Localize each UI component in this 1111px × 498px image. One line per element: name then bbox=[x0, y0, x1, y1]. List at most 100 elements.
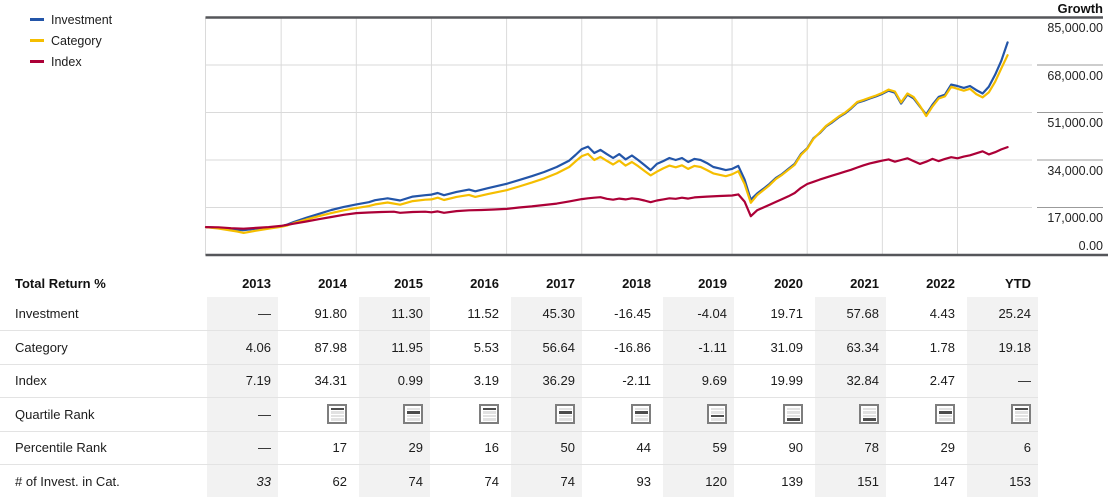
table-cell: 17 bbox=[278, 430, 354, 464]
table-cell: 0.99 bbox=[354, 363, 430, 398]
table-cell bbox=[354, 397, 430, 431]
table-cell: -16.45 bbox=[614, 306, 651, 322]
y-axis-tick-label: 34,000.00 bbox=[1047, 163, 1103, 178]
table-cell: 57.68 bbox=[810, 297, 886, 331]
legend-label-index: Index bbox=[51, 54, 82, 69]
legend-item-category[interactable]: Category bbox=[30, 30, 112, 51]
table-cell: -4.04 bbox=[658, 297, 734, 331]
table-cell: 31.09 bbox=[734, 330, 810, 363]
y-axis-labels: 85,000.00 68,000.00 51,000.00 34,000.00 17,0… bbox=[1033, 0, 1103, 268]
table-cell: 34.31 bbox=[278, 363, 354, 397]
row-label: Quartile Rank bbox=[0, 397, 202, 430]
table-cell: 45.30 bbox=[506, 297, 582, 331]
table-cell: 62 bbox=[278, 463, 354, 497]
investment-line-swatch-icon bbox=[30, 18, 44, 21]
table-cell bbox=[430, 397, 506, 430]
chart-legend: Investment Category Index bbox=[30, 9, 112, 72]
table-cell bbox=[810, 397, 886, 431]
table-cell: 5.53 bbox=[430, 330, 506, 363]
column-header-2022: 2022 bbox=[926, 276, 955, 291]
table-cell: 91.80 bbox=[314, 306, 347, 322]
table-cell: 139 bbox=[734, 463, 810, 497]
total-return-table: Total Return % 2013 2014 2015 2016 2017 2018 20… bbox=[0, 270, 1038, 498]
column-header-2019: 2019 bbox=[698, 276, 727, 291]
quartile-rank-icon-q1 bbox=[1011, 404, 1031, 425]
index-line-swatch-icon bbox=[30, 60, 44, 63]
table-cell: 56.64 bbox=[506, 330, 582, 364]
table-cell: 1.78 bbox=[886, 330, 962, 363]
quartile-rank-icon-q1 bbox=[327, 404, 347, 425]
quartile-rank-icon-q2 bbox=[631, 404, 651, 425]
column-header-2017: 2017 bbox=[546, 276, 575, 291]
table-cell: — bbox=[202, 397, 278, 431]
legend-item-investment[interactable]: Investment bbox=[30, 9, 112, 30]
table-cell: 90 bbox=[734, 430, 810, 464]
quartile-rank-icon-q2 bbox=[403, 404, 423, 425]
table-cell: 74 bbox=[430, 463, 506, 497]
table-cell: 93 bbox=[582, 463, 658, 497]
y-axis-tick-label: 17,000.00 bbox=[1047, 211, 1103, 225]
quartile-rank-icon-q3 bbox=[707, 404, 727, 425]
table-cell: 29 bbox=[886, 430, 962, 464]
table-cell: 147 bbox=[886, 463, 962, 497]
table-cell bbox=[506, 397, 582, 431]
table-cell: 120 bbox=[658, 463, 734, 498]
column-header-2015: 2015 bbox=[394, 276, 423, 291]
series-line-investment bbox=[204, 41, 1009, 232]
quartile-rank-icon-q4 bbox=[859, 404, 879, 425]
table-header-label: Total Return % bbox=[15, 276, 106, 291]
legend-label-category: Category bbox=[51, 33, 102, 48]
table-cell: 25.24 bbox=[962, 297, 1038, 331]
table-cell: 33 bbox=[202, 463, 278, 498]
table-cell: 19.71 bbox=[770, 306, 803, 322]
y-axis-title: Growth bbox=[1057, 1, 1104, 16]
quartile-rank-icon-q4 bbox=[783, 404, 803, 425]
row-label: Percentile Rank bbox=[0, 430, 202, 464]
table-cell: 50 bbox=[506, 430, 582, 464]
table-cell bbox=[886, 397, 962, 430]
table-cell bbox=[658, 397, 734, 431]
table-cell: 2.47 bbox=[886, 363, 962, 397]
table-cell: 74 bbox=[506, 463, 582, 498]
table-cell: 32.84 bbox=[810, 363, 886, 398]
y-axis-tick-label: 51,000.00 bbox=[1047, 116, 1103, 130]
quartile-rank-icon-q2 bbox=[935, 404, 955, 425]
table-cell: 19.18 bbox=[962, 330, 1038, 364]
table-cell: 36.29 bbox=[506, 363, 582, 398]
column-header-2021: 2021 bbox=[850, 276, 879, 291]
table-cell: -16.86 bbox=[582, 330, 658, 363]
table-cell: — bbox=[202, 430, 278, 464]
table-cell: 4.06 bbox=[202, 330, 278, 364]
table-cell: 9.69 bbox=[658, 363, 734, 398]
table-cell: 78 bbox=[810, 430, 886, 464]
table-cell: -1.11 bbox=[658, 330, 734, 364]
column-header-2020: 2020 bbox=[774, 276, 803, 291]
legend-item-index[interactable]: Index bbox=[30, 51, 112, 72]
table-cell: 6 bbox=[962, 430, 1038, 464]
table-cell: 87.98 bbox=[278, 330, 354, 363]
column-header-2016: 2016 bbox=[470, 276, 499, 291]
table-cell: 3.19 bbox=[430, 363, 506, 397]
table-cell: 16 bbox=[430, 430, 506, 464]
legend-label-investment: Investment bbox=[51, 12, 113, 27]
column-header-2018: 2018 bbox=[622, 276, 651, 291]
table-cell: 59 bbox=[658, 430, 734, 464]
y-axis-tick-label: 68,000.00 bbox=[1047, 68, 1103, 83]
table-cell: 44 bbox=[582, 430, 658, 464]
column-header-2014: 2014 bbox=[318, 276, 347, 291]
table-cell: 29 bbox=[354, 430, 430, 464]
table-cell: 7.19 bbox=[202, 363, 278, 398]
column-header-2013: 2013 bbox=[242, 276, 271, 291]
table-cell: 4.43 bbox=[929, 306, 955, 322]
table-cell: 151 bbox=[810, 463, 886, 498]
table-cell: 11.52 bbox=[467, 306, 499, 322]
table-cell: — bbox=[202, 297, 278, 331]
table-cell bbox=[582, 397, 658, 430]
table-cell bbox=[734, 397, 810, 430]
column-header-ytd: YTD bbox=[1005, 276, 1031, 291]
quartile-rank-icon-q2 bbox=[555, 404, 575, 425]
series-line-category bbox=[204, 54, 1009, 234]
table-cell: 63.34 bbox=[810, 330, 886, 364]
table-cell bbox=[278, 397, 354, 430]
